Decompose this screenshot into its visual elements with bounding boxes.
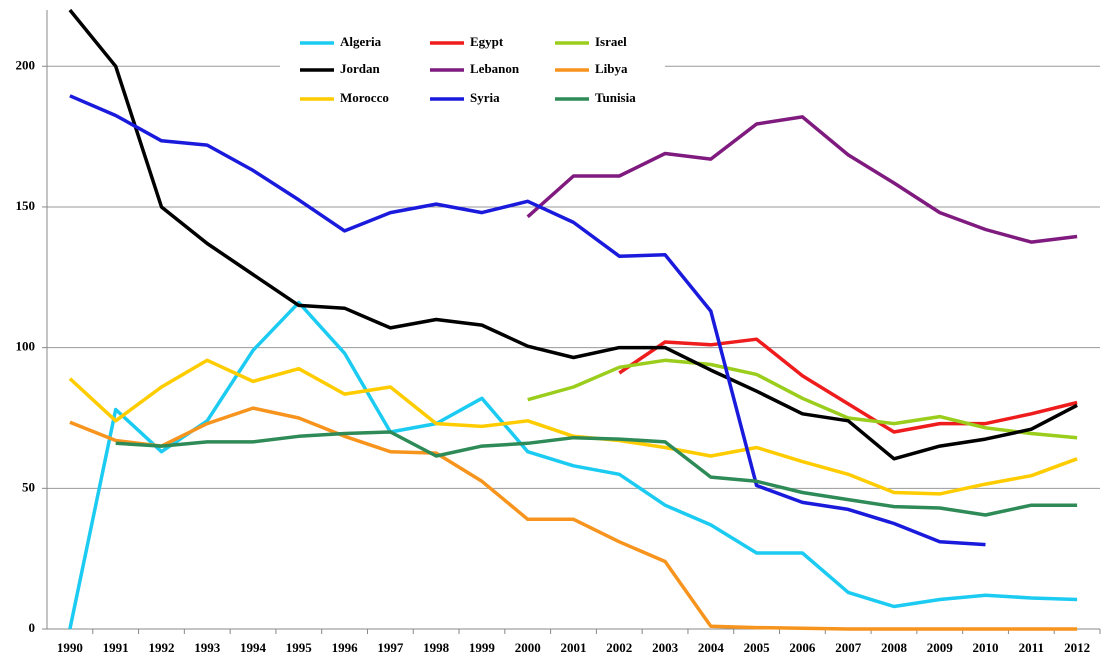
legend-label: Syria: [470, 90, 500, 105]
series-line: [115, 430, 1078, 517]
x-tick-label: 1993: [194, 640, 221, 655]
legend-label: Algeria: [340, 34, 382, 49]
y-tick-label: 50: [22, 479, 35, 494]
x-tick-label: 2003: [652, 640, 679, 655]
x-tick-label: 2002: [606, 640, 632, 655]
x-tick-label: 1994: [240, 640, 267, 655]
y-tick-label: 150: [16, 198, 36, 213]
series-line: [526, 115, 1078, 244]
x-tick-label: 2007: [835, 640, 862, 655]
series-line: [68, 300, 1078, 630]
legend-label: Jordan: [340, 61, 381, 76]
y-tick-label: 0: [29, 620, 36, 635]
series-line: [618, 337, 1078, 434]
series-line: [69, 406, 1078, 631]
x-tick-label: 2009: [927, 640, 954, 655]
x-tick-label: 2010: [973, 640, 999, 655]
x-tick-label: 2008: [881, 640, 908, 655]
x-tick-label: 1998: [423, 640, 450, 655]
series-line: [527, 358, 1078, 440]
legend-label: Tunisia: [595, 90, 636, 105]
x-tick-label: 2006: [789, 640, 816, 655]
x-tick-label: 1992: [148, 640, 174, 655]
x-tick-label: 2005: [744, 640, 771, 655]
y-tick-label: 200: [16, 57, 36, 72]
x-tick-label: 2004: [698, 640, 725, 655]
legend-label: Libya: [595, 61, 628, 76]
x-tick-label: 1997: [377, 640, 404, 655]
x-tick-label: 2001: [561, 640, 587, 655]
x-tick-label: 2011: [1019, 640, 1044, 655]
legend-label: Lebanon: [470, 61, 520, 76]
x-tick-label: 1995: [286, 640, 313, 655]
x-tick-label: 1996: [332, 640, 359, 655]
series-line: [69, 94, 986, 547]
x-tick-label: 1990: [57, 640, 83, 655]
legend-box: [280, 28, 665, 114]
series-line: [68, 8, 1078, 461]
x-tick-label: 2012: [1064, 640, 1090, 655]
x-tick-label: 1991: [103, 640, 129, 655]
legend-label: Egypt: [470, 34, 504, 49]
y-tick-label: 100: [16, 339, 36, 354]
x-tick-label: 1999: [469, 640, 496, 655]
legend-label: Morocco: [340, 90, 389, 105]
legend-label: Israel: [595, 34, 627, 49]
x-tick-label: 2000: [515, 640, 541, 655]
